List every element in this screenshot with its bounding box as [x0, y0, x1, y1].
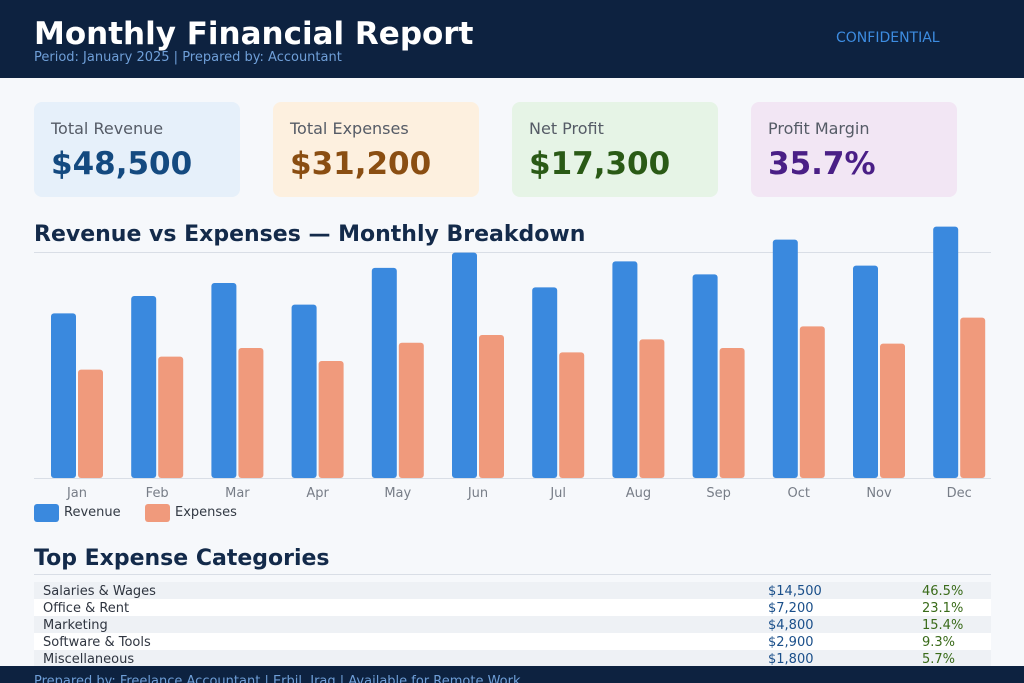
bar-expenses-nov — [880, 343, 905, 478]
category-name: Marketing — [43, 618, 108, 633]
bar-expenses-mar — [238, 348, 264, 478]
kpi-label: Total Expenses — [290, 119, 409, 138]
bar-expenses-may — [398, 342, 424, 478]
category-percent: 5.7% — [922, 652, 956, 667]
chart-title-divider — [34, 252, 991, 253]
bar-expenses-aug — [639, 339, 665, 478]
category-name: Salaries & Wages — [43, 584, 156, 599]
category-percent: 46.5% — [922, 584, 964, 599]
bar-expenses-jul — [559, 352, 585, 478]
category-name: Miscellaneous — [43, 652, 135, 667]
bar-revenue-jul — [532, 287, 558, 478]
kpi-value: $31,200 — [290, 146, 432, 182]
category-name: Software & Tools — [43, 635, 151, 650]
x-tick-label: Jun — [467, 486, 488, 501]
table-row: Miscellaneous $1,800 5.7% — [34, 650, 991, 667]
bar-revenue-dec — [933, 226, 959, 478]
category-amount: $2,900 — [768, 635, 814, 650]
bar-revenue-aug — [612, 261, 638, 478]
kpi-label: Profit Margin — [768, 119, 870, 138]
x-tick-label: Sep — [706, 486, 731, 501]
legend-swatch-expenses — [145, 504, 170, 522]
footer-text: Prepared by: Freelance Accountant | Erbi… — [34, 674, 521, 683]
bar-expenses-jun — [479, 335, 504, 478]
category-amount: $7,200 — [768, 601, 814, 616]
kpi-label: Net Profit — [529, 119, 604, 138]
x-tick-label: Dec — [947, 486, 972, 501]
kpi-card-profit-margin: Profit Margin 35.7% — [751, 102, 957, 197]
revenue-expenses-bar-chart: Jan Feb Mar Apr May Jun Jul Aug Sep Oct Nov Dec — [34, 226, 991, 501]
bar-revenue-apr — [291, 304, 317, 478]
kpi-value: 35.7% — [768, 146, 876, 182]
bar-revenue-sep — [692, 274, 718, 478]
legend-label: Expenses — [175, 505, 237, 520]
kpi-card-total-expenses: Total Expenses $31,200 — [273, 102, 479, 197]
legend-label: Revenue — [64, 505, 121, 520]
chart-section-title: Revenue vs Expenses — Monthly Breakdown — [34, 222, 586, 247]
bar-revenue-oct — [772, 239, 798, 478]
x-tick-label: Apr — [306, 486, 329, 501]
x-tick-label: Aug — [626, 486, 651, 501]
bar-expenses-apr — [318, 361, 344, 478]
category-amount: $1,800 — [768, 652, 814, 667]
kpi-card-net-profit: Net Profit $17,300 — [512, 102, 718, 197]
report-subtitle: Period: January 2025 | Prepared by: Acco… — [34, 50, 342, 65]
category-percent: 9.3% — [922, 635, 956, 650]
x-tick-label: Mar — [225, 486, 250, 501]
report-title: Monthly Financial Report — [34, 16, 474, 52]
category-amount: $14,500 — [768, 584, 822, 599]
table-row: Marketing $4,800 15.4% — [34, 616, 991, 633]
category-amount: $4,800 — [768, 618, 814, 633]
kpi-card-total-revenue: Total Revenue $48,500 — [34, 102, 240, 197]
bar-expenses-sep — [719, 348, 745, 478]
x-tick-label: Nov — [866, 486, 892, 501]
bar-expenses-oct — [799, 326, 825, 478]
kpi-value: $17,300 — [529, 146, 671, 182]
category-percent: 15.4% — [922, 618, 964, 633]
bar-expenses-dec — [960, 317, 986, 478]
x-tick-label: Feb — [146, 486, 169, 501]
bar-revenue-may — [371, 267, 397, 478]
confidential-badge: CONFIDENTIAL — [836, 30, 940, 46]
x-tick-label: May — [384, 486, 411, 501]
report-footer: Prepared by: Freelance Accountant | Erbi… — [0, 666, 1024, 683]
x-tick-label: Oct — [788, 486, 810, 501]
table-title-divider — [34, 574, 991, 575]
table-row: Salaries & Wages $14,500 46.5% — [34, 582, 991, 599]
category-name: Office & Rent — [43, 601, 130, 616]
table-row: Software & Tools $2,900 9.3% — [34, 633, 991, 650]
bar-revenue-nov — [853, 265, 878, 478]
category-percent: 23.1% — [922, 601, 964, 616]
kpi-value: $48,500 — [51, 146, 193, 182]
bar-revenue-mar — [211, 283, 237, 478]
bar-revenue-jun — [452, 252, 477, 478]
legend-swatch-revenue — [34, 504, 59, 522]
report-header: Monthly Financial Report Period: January… — [0, 0, 1024, 78]
expense-table-title: Top Expense Categories — [34, 546, 330, 571]
bar-expenses-feb — [158, 356, 184, 478]
x-tick-label: Jul — [549, 486, 566, 501]
x-tick-label: Jan — [66, 486, 87, 501]
bar-expenses-jan — [78, 369, 103, 478]
table-row: Office & Rent $7,200 23.1% — [34, 599, 991, 616]
kpi-label: Total Revenue — [51, 119, 164, 138]
bar-revenue-feb — [131, 296, 157, 478]
bar-revenue-jan — [51, 313, 76, 478]
